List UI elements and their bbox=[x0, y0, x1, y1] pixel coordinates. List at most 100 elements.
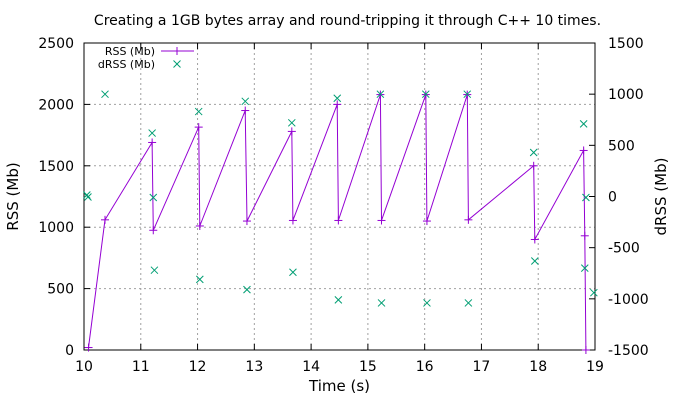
series-layer bbox=[82, 90, 598, 354]
x-marker-b bbox=[377, 299, 386, 307]
y2-tick-label: 500 bbox=[608, 138, 635, 154]
x-tick-label: 17 bbox=[473, 359, 491, 375]
x-marker-b bbox=[579, 119, 588, 128]
x-marker-b bbox=[287, 118, 296, 127]
legend-label-1: dRSS (Mb) bbox=[98, 58, 155, 71]
x-tick-label: 16 bbox=[416, 359, 434, 375]
drss-point bbox=[241, 97, 250, 106]
series-0 bbox=[84, 90, 590, 354]
drss-point bbox=[421, 90, 430, 99]
drss-point bbox=[463, 90, 472, 99]
rss-point bbox=[241, 106, 250, 115]
drss-point bbox=[464, 299, 473, 307]
drss-point bbox=[582, 193, 590, 202]
x-marker-b bbox=[173, 60, 181, 68]
y2-tick-label: -1000 bbox=[608, 292, 649, 308]
x-tick-label: 14 bbox=[302, 359, 320, 375]
rss-point bbox=[242, 217, 251, 226]
x-marker-b bbox=[241, 97, 250, 106]
x-marker-b bbox=[376, 90, 385, 99]
x-tick-label: 15 bbox=[359, 359, 377, 375]
grid-lines bbox=[84, 43, 595, 350]
x-tick-label: 18 bbox=[529, 359, 547, 375]
y-tick-label: 2500 bbox=[38, 36, 74, 52]
y-tick-label: 500 bbox=[47, 282, 74, 298]
drss-point bbox=[101, 90, 109, 99]
x-marker-b bbox=[464, 299, 473, 307]
rss-point bbox=[529, 161, 538, 170]
chart-title: Creating a 1GB bytes array and round-tri… bbox=[94, 13, 601, 29]
series-1 bbox=[82, 90, 598, 307]
x-marker-b bbox=[84, 193, 92, 201]
x-marker-b bbox=[334, 296, 343, 304]
y-axis-title: RSS (Mb) bbox=[4, 162, 22, 230]
rss-line bbox=[88, 94, 587, 351]
y2-axis-ticks: -1500 -1000 -500 0 500 1000 1500 bbox=[608, 36, 649, 359]
rss-point bbox=[84, 343, 93, 352]
rss-point bbox=[194, 123, 203, 132]
rss-point bbox=[334, 216, 343, 225]
x-tick-label: 12 bbox=[189, 359, 207, 375]
legend-label-0: RSS (Mb) bbox=[105, 45, 155, 58]
y2-tick-label: -500 bbox=[608, 241, 640, 257]
x-marker-b bbox=[149, 193, 158, 202]
drss-point bbox=[530, 257, 539, 265]
drss-point bbox=[82, 191, 91, 199]
rss-point bbox=[149, 226, 158, 235]
drss-point bbox=[195, 275, 204, 284]
rss-point bbox=[530, 235, 539, 244]
legend: RSS (Mb)dRSS (Mb) bbox=[98, 45, 194, 71]
rss-point bbox=[580, 231, 589, 240]
drss-point bbox=[287, 118, 296, 127]
drss-point bbox=[334, 296, 343, 304]
drss-point bbox=[580, 264, 589, 272]
x-marker-b bbox=[195, 275, 204, 284]
rss-point bbox=[288, 216, 297, 225]
drss-point bbox=[149, 193, 158, 202]
y2-tick-label: -1500 bbox=[608, 343, 649, 359]
y2-axis-title: dRSS (Mb) bbox=[652, 158, 670, 236]
legend-marker-x bbox=[173, 60, 181, 68]
rss-point bbox=[581, 346, 590, 354]
x-marker-b bbox=[148, 129, 156, 137]
drss-point bbox=[148, 129, 156, 137]
rss-point bbox=[579, 146, 588, 155]
x-marker-b bbox=[463, 90, 472, 99]
rss-point bbox=[464, 215, 473, 224]
drss-point bbox=[529, 148, 538, 157]
legend-marker-plus bbox=[173, 47, 181, 55]
drss-point bbox=[150, 266, 159, 275]
rss-point bbox=[101, 215, 110, 224]
x-marker-b bbox=[82, 191, 91, 199]
rss-point bbox=[195, 221, 204, 230]
y2-tick-label: 0 bbox=[608, 190, 617, 206]
plot-frame bbox=[83, 42, 596, 351]
rss-point bbox=[287, 127, 296, 136]
y-tick-label: 1000 bbox=[38, 220, 74, 236]
x-tick-label: 10 bbox=[75, 359, 93, 375]
drss-point bbox=[376, 90, 385, 99]
y2-tick-label: 1000 bbox=[608, 87, 644, 103]
x-tick-label: 11 bbox=[132, 359, 150, 375]
drss-point bbox=[84, 193, 92, 201]
x-axis-title: Time (s) bbox=[308, 377, 370, 395]
x-marker-b bbox=[289, 268, 297, 277]
x-marker-b bbox=[529, 148, 538, 157]
y-tick-label: 1500 bbox=[38, 159, 74, 175]
x-tick-label: 19 bbox=[586, 359, 604, 375]
drss-point bbox=[243, 285, 251, 294]
rss-point bbox=[333, 100, 342, 109]
tick-marks bbox=[83, 42, 596, 351]
drss-point bbox=[289, 268, 297, 277]
x-marker-b bbox=[423, 299, 431, 307]
y2-tick-label: 1500 bbox=[608, 36, 644, 52]
x-marker-b bbox=[150, 266, 159, 275]
x-marker-b bbox=[243, 285, 251, 294]
rss-point bbox=[422, 217, 431, 226]
x-marker-b bbox=[580, 264, 589, 272]
x-marker-b bbox=[590, 288, 598, 297]
y-tick-label: 0 bbox=[65, 343, 74, 359]
rss-point bbox=[377, 216, 386, 225]
x-marker-b bbox=[421, 90, 430, 99]
